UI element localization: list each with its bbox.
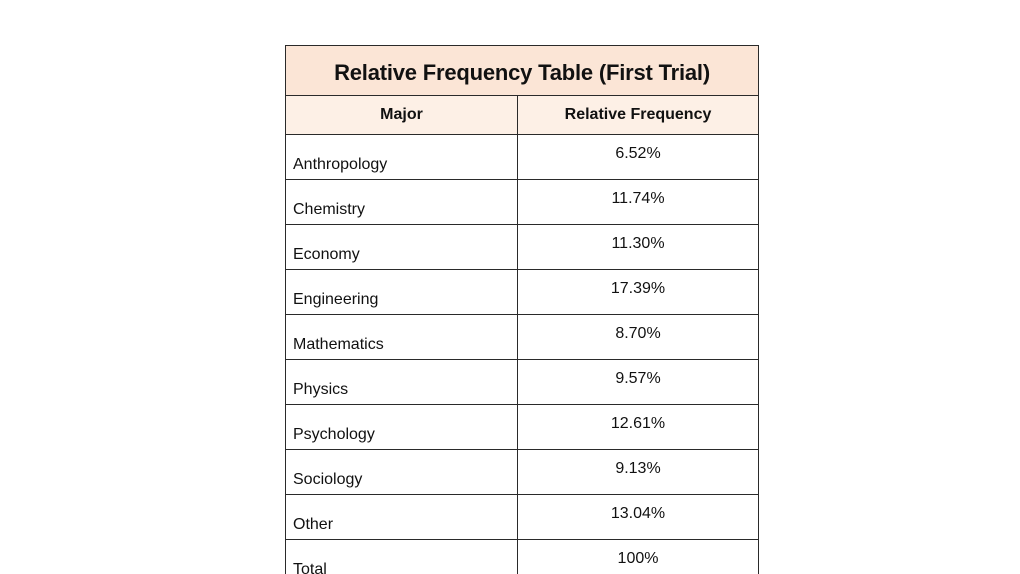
frequency-cell: 9.13% [516,449,760,495]
major-cell: Economy [285,224,518,270]
column-header-major: Major [285,95,518,135]
relative-frequency-table: Relative Frequency Table (First Trial) M… [284,45,760,574]
major-cell: Other [285,494,518,540]
major-cell: Physics [285,359,518,405]
table-title: Relative Frequency Table (First Trial) [284,45,760,96]
table-row: Other 13.04% [285,494,760,540]
frequency-cell: 6.52% [516,134,760,180]
table-row: Psychology 12.61% [285,404,760,450]
table-row: Mathematics 8.70% [285,314,760,360]
table-header-row: Major Relative Frequency [285,95,760,135]
frequency-cell: 8.70% [516,314,760,360]
major-cell: Chemistry [285,179,518,225]
major-cell: Mathematics [285,314,518,360]
table-row: Chemistry 11.74% [285,179,760,225]
column-header-relative-frequency: Relative Frequency [516,95,760,135]
table-row: Physics 9.57% [285,359,760,405]
table-row: Engineering 17.39% [285,269,760,315]
table-row: Economy 11.30% [285,224,760,270]
frequency-cell: 17.39% [516,269,760,315]
frequency-cell: 12.61% [516,404,760,450]
frequency-cell: 11.74% [516,179,760,225]
frequency-cell: 11.30% [516,224,760,270]
major-cell: Anthropology [285,134,518,180]
frequency-cell: 9.57% [516,359,760,405]
major-cell: Psychology [285,404,518,450]
major-cell: Sociology [285,449,518,495]
table-total-row: Total 100% [285,539,760,574]
relative-frequency-table-container: Relative Frequency Table (First Trial) M… [284,45,760,574]
table-title-row: Relative Frequency Table (First Trial) [284,45,760,96]
frequency-cell: 13.04% [516,494,760,540]
table-row: Anthropology 6.52% [285,134,760,180]
major-cell: Engineering [285,269,518,315]
total-frequency-cell: 100% [516,539,760,574]
total-label-cell: Total [285,539,518,574]
table-row: Sociology 9.13% [285,449,760,495]
